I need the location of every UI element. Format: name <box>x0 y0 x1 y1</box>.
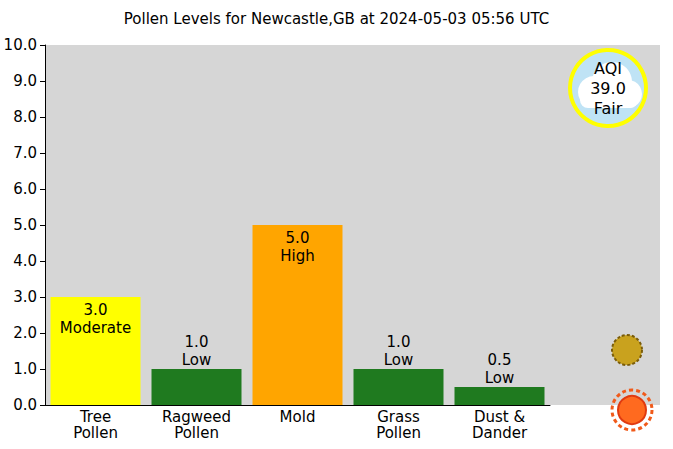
svg-text:Dust &: Dust & <box>473 408 526 426</box>
svg-text:10.0: 10.0 <box>4 36 37 54</box>
svg-text:Fair: Fair <box>594 99 623 118</box>
svg-text:Dander: Dander <box>472 424 528 442</box>
svg-text:5.0: 5.0 <box>13 216 37 234</box>
svg-text:1.0: 1.0 <box>13 360 37 378</box>
svg-text:Low: Low <box>384 351 414 369</box>
svg-text:Mold: Mold <box>280 408 316 426</box>
svg-text:0.0: 0.0 <box>13 396 37 414</box>
svg-text:Pollen: Pollen <box>174 424 219 442</box>
svg-text:Tree: Tree <box>79 408 112 426</box>
svg-text:6.0: 6.0 <box>13 180 37 198</box>
svg-text:1.0: 1.0 <box>185 333 209 351</box>
svg-text:39.0: 39.0 <box>590 79 626 98</box>
svg-text:0.5: 0.5 <box>488 351 512 369</box>
svg-text:3.0: 3.0 <box>84 301 108 319</box>
svg-text:9.0: 9.0 <box>13 72 37 90</box>
svg-text:2.0: 2.0 <box>13 324 37 342</box>
svg-text:Grass: Grass <box>377 408 420 426</box>
svg-text:Pollen Levels for Newcastle,GB: Pollen Levels for Newcastle,GB at 2024-0… <box>124 10 549 28</box>
svg-text:Pollen: Pollen <box>73 424 118 442</box>
svg-text:1.0: 1.0 <box>387 333 411 351</box>
svg-text:Ragweed: Ragweed <box>162 408 231 426</box>
svg-text:Moderate: Moderate <box>60 319 131 337</box>
svg-text:Low: Low <box>182 351 212 369</box>
svg-text:3.0: 3.0 <box>13 288 37 306</box>
svg-text:High: High <box>280 247 314 265</box>
svg-text:Pollen: Pollen <box>376 424 421 442</box>
svg-text:Low: Low <box>485 369 515 387</box>
svg-text:4.0: 4.0 <box>13 252 37 270</box>
svg-text:8.0: 8.0 <box>13 108 37 126</box>
svg-text:5.0: 5.0 <box>286 229 310 247</box>
svg-text:7.0: 7.0 <box>13 144 37 162</box>
svg-text:AQI: AQI <box>594 59 622 78</box>
